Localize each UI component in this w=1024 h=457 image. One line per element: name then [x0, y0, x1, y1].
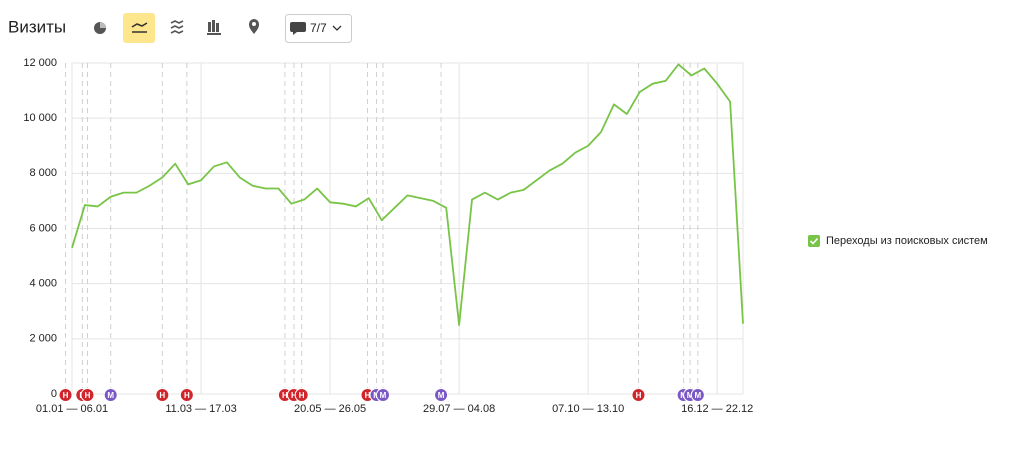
annotation-marker[interactable]: Н [80, 388, 95, 402]
comments-button[interactable] [285, 14, 352, 43]
legend-check [809, 237, 819, 245]
y-tick-label: 6 000 [29, 222, 57, 234]
legend-label: Переходы из поисковых систем [826, 235, 988, 247]
annotation-marker[interactable]: Н [179, 388, 194, 402]
annotation-label: М [687, 391, 694, 400]
annotation-label: М [695, 391, 702, 400]
annotation-label: Н [184, 391, 190, 400]
annotation-marker[interactable]: Н [155, 388, 170, 402]
annotation-marker[interactable]: Н [631, 388, 646, 402]
chart-title: Визиты [8, 17, 66, 36]
y-tick-label: 12 000 [23, 57, 57, 69]
area-icon[interactable] [170, 20, 184, 34]
x-tick-label: 20.05 — 26.05 [294, 403, 366, 415]
annotation-circle [58, 388, 73, 402]
annotation-marker[interactable]: М [690, 388, 705, 402]
x-tick-label: 29.07 — 04.08 [423, 403, 495, 415]
annotation-label: Н [636, 391, 642, 400]
x-tick-label: 07.10 — 13.10 [552, 403, 624, 415]
pie-icon[interactable] [94, 22, 106, 34]
annotation-circle [179, 388, 194, 402]
line-icon [131, 22, 148, 33]
map-icon[interactable] [249, 19, 259, 34]
x-tick-label: 11.03 — 17.03 [165, 403, 236, 415]
comments-count: 7/7 [310, 21, 327, 35]
annotation-circle [80, 388, 95, 402]
comment-icon [290, 22, 306, 35]
annotation-marker[interactable]: Н [58, 388, 73, 402]
annotation-circle [103, 388, 118, 402]
annotation-label: М [438, 391, 445, 400]
annotation-label: Н [282, 391, 288, 400]
annotation-circle [434, 388, 449, 402]
annotation-label: М [107, 391, 114, 400]
y-tick-label: 2 000 [29, 333, 57, 345]
x-tick-label: 01.01 — 06.01 [36, 403, 108, 415]
line-icon-active[interactable] [123, 13, 155, 43]
legend-checkbox[interactable] [808, 235, 820, 247]
y-tick-label: 8 000 [29, 167, 57, 179]
annotation-label: М [380, 391, 387, 400]
annotation-circle [375, 388, 390, 402]
annotation-label: Н [291, 391, 297, 400]
y-tick-label: 10 000 [23, 112, 57, 124]
x-tick-label: 16.12 — 22.12 [681, 403, 753, 415]
annotation-circle [155, 388, 170, 402]
bar-icon[interactable] [207, 20, 221, 35]
annotation-circle [294, 388, 309, 402]
annotation-circle [631, 388, 646, 402]
series-line [71, 63, 744, 326]
annotation-label: Н [159, 391, 165, 400]
annotation-marker[interactable]: М [434, 388, 449, 402]
y-tick-label: 0 [51, 388, 57, 400]
annotation-label: Н [63, 391, 69, 400]
y-tick-label: 4 000 [29, 278, 57, 290]
annotation-marker[interactable]: М [375, 388, 390, 402]
annotation-marker[interactable]: Н [294, 388, 309, 402]
annotation-circle [690, 388, 705, 402]
annotation-marker[interactable]: М [103, 388, 118, 402]
annotation-label: Н [299, 391, 305, 400]
annotation-label: Н [365, 391, 371, 400]
dropdown-arrow [332, 25, 342, 31]
annotation-label: Н [85, 391, 91, 400]
